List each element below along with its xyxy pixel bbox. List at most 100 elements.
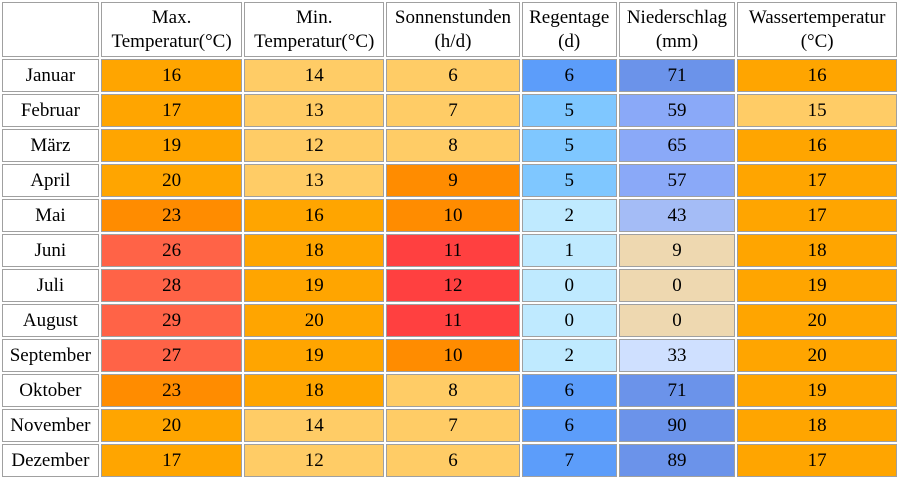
water-temp-cell: 15 xyxy=(737,94,897,127)
header-line2: (h/d) xyxy=(434,30,472,52)
min-temp-cell: 18 xyxy=(244,374,385,407)
header-line2: (d) xyxy=(558,30,581,52)
min-temp-cell: 19 xyxy=(244,339,385,372)
sunshine-cell: 12 xyxy=(386,269,520,302)
header-line2: (°C) xyxy=(800,30,834,52)
min-temp-cell: 18 xyxy=(244,234,385,267)
sunshine-cell: 11 xyxy=(386,234,520,267)
sunshine-cell: 10 xyxy=(386,339,520,372)
month-label: September xyxy=(2,339,99,372)
table-row: November 20 14 7 6 90 18 xyxy=(2,409,897,442)
min-temp-cell: 13 xyxy=(244,164,385,197)
header-line2: Temperatur(°C) xyxy=(111,30,232,52)
sunshine-cell: 9 xyxy=(386,164,520,197)
water-temp-cell: 20 xyxy=(737,339,897,372)
month-label: August xyxy=(2,304,99,337)
header-line1: Sonnenstunden xyxy=(394,6,511,28)
max-temp-cell: 17 xyxy=(100,444,243,477)
header-water-temp: Wassertemperatur (°C) xyxy=(737,2,897,57)
rain-days-cell: 6 xyxy=(521,59,617,92)
table-body: Januar 16 14 6 6 71 16 Februar 17 13 7 5 59 15 März 19 1… xyxy=(2,59,897,477)
header-line1: Min. xyxy=(296,6,333,28)
precipitation-cell: 0 xyxy=(618,304,736,337)
max-temp-cell: 17 xyxy=(100,94,243,127)
table-row: März 19 12 8 5 65 16 xyxy=(2,129,897,162)
min-temp-cell: 12 xyxy=(244,129,385,162)
water-temp-cell: 16 xyxy=(737,129,897,162)
precipitation-cell: 57 xyxy=(618,164,736,197)
header-line2: (mm) xyxy=(655,30,699,52)
rain-days-cell: 0 xyxy=(521,304,617,337)
table-row: August 29 20 11 0 0 20 xyxy=(2,304,897,337)
precipitation-cell: 43 xyxy=(618,199,736,232)
header-line1: Max. xyxy=(151,6,192,28)
corner-cell xyxy=(2,2,99,57)
month-label: November xyxy=(2,409,99,442)
water-temp-cell: 19 xyxy=(737,269,897,302)
max-temp-cell: 23 xyxy=(100,374,243,407)
water-temp-cell: 16 xyxy=(737,59,897,92)
sunshine-cell: 6 xyxy=(386,444,520,477)
header-max-temp: Max. Temperatur(°C) xyxy=(100,2,243,57)
max-temp-cell: 20 xyxy=(100,164,243,197)
sunshine-cell: 7 xyxy=(386,94,520,127)
table-row: Oktober 23 18 8 6 71 19 xyxy=(2,374,897,407)
water-temp-cell: 17 xyxy=(737,444,897,477)
precipitation-cell: 33 xyxy=(618,339,736,372)
month-label: Dezember xyxy=(2,444,99,477)
table-row: Mai 23 16 10 2 43 17 xyxy=(2,199,897,232)
rain-days-cell: 6 xyxy=(521,374,617,407)
precipitation-cell: 71 xyxy=(618,374,736,407)
min-temp-cell: 12 xyxy=(244,444,385,477)
sunshine-cell: 8 xyxy=(386,374,520,407)
max-temp-cell: 23 xyxy=(100,199,243,232)
min-temp-cell: 14 xyxy=(244,59,385,92)
table-row: April 20 13 9 5 57 17 xyxy=(2,164,897,197)
month-label: Januar xyxy=(2,59,99,92)
rain-days-cell: 6 xyxy=(521,409,617,442)
rain-days-cell: 2 xyxy=(521,339,617,372)
min-temp-cell: 14 xyxy=(244,409,385,442)
sunshine-cell: 7 xyxy=(386,409,520,442)
table-row: September 27 19 10 2 33 20 xyxy=(2,339,897,372)
water-temp-cell: 20 xyxy=(737,304,897,337)
rain-days-cell: 5 xyxy=(521,129,617,162)
month-label: Februar xyxy=(2,94,99,127)
max-temp-cell: 28 xyxy=(100,269,243,302)
rain-days-cell: 1 xyxy=(521,234,617,267)
precipitation-cell: 90 xyxy=(618,409,736,442)
precipitation-cell: 59 xyxy=(618,94,736,127)
month-label: März xyxy=(2,129,99,162)
month-label: Oktober xyxy=(2,374,99,407)
max-temp-cell: 16 xyxy=(100,59,243,92)
table-row: Januar 16 14 6 6 71 16 xyxy=(2,59,897,92)
header-line1: Regentage xyxy=(529,6,610,28)
header-line1: Wassertemperatur xyxy=(748,6,886,28)
water-temp-cell: 18 xyxy=(737,234,897,267)
rain-days-cell: 5 xyxy=(521,164,617,197)
rain-days-cell: 7 xyxy=(521,444,617,477)
month-label: Juni xyxy=(2,234,99,267)
water-temp-cell: 17 xyxy=(737,164,897,197)
table-row: Dezember 17 12 6 7 89 17 xyxy=(2,444,897,477)
sunshine-cell: 8 xyxy=(386,129,520,162)
precipitation-cell: 65 xyxy=(618,129,736,162)
sunshine-cell: 10 xyxy=(386,199,520,232)
month-label: April xyxy=(2,164,99,197)
header-line2: Temperatur(°C) xyxy=(254,30,375,52)
min-temp-cell: 20 xyxy=(244,304,385,337)
table-row: Juni 26 18 11 1 9 18 xyxy=(2,234,897,267)
sunshine-cell: 11 xyxy=(386,304,520,337)
min-temp-cell: 16 xyxy=(244,199,385,232)
month-label: Juli xyxy=(2,269,99,302)
precipitation-cell: 9 xyxy=(618,234,736,267)
header-precipitation: Niederschlag (mm) xyxy=(618,2,736,57)
water-temp-cell: 19 xyxy=(737,374,897,407)
header-sunshine-hours: Sonnenstunden (h/d) xyxy=(386,2,520,57)
table-row: Juli 28 19 12 0 0 19 xyxy=(2,269,897,302)
min-temp-cell: 13 xyxy=(244,94,385,127)
header-row: Max. Temperatur(°C) Min. Temperatur(°C) So… xyxy=(2,2,897,57)
max-temp-cell: 20 xyxy=(100,409,243,442)
rain-days-cell: 5 xyxy=(521,94,617,127)
